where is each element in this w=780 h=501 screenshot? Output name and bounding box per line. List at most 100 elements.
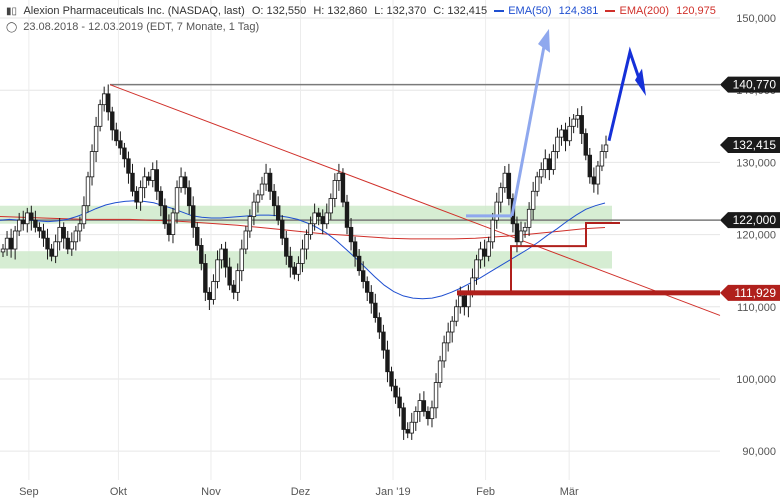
y-tick-label: 130,000 — [736, 157, 776, 169]
y-tick-label: 100,000 — [736, 374, 776, 386]
candle-up — [308, 223, 313, 235]
y-tick-label: 150,000 — [736, 13, 776, 25]
candle-up — [81, 205, 87, 225]
candle-down — [320, 216, 325, 225]
candle-up — [332, 180, 338, 199]
candle-up — [522, 226, 528, 232]
light-arrow-shaft — [510, 40, 547, 217]
candle-up — [251, 201, 257, 217]
candle-up — [490, 219, 495, 243]
candle-down — [199, 245, 204, 264]
candle-up — [502, 172, 508, 189]
x-tick-label: Mär — [560, 486, 579, 498]
candle-up — [571, 118, 576, 127]
candle-up — [539, 169, 544, 178]
candle-up — [138, 187, 143, 203]
descending-trendline — [109, 84, 721, 316]
support-zone — [0, 251, 612, 269]
candle-up — [437, 360, 443, 383]
candle-up — [247, 216, 253, 232]
candle-up — [73, 230, 79, 243]
candle-down — [8, 237, 14, 250]
candle-up — [486, 241, 491, 257]
chart-subheader: ◯ 23.08.2018 - 12.03.2019 (EDT, 7 Monate… — [6, 21, 259, 33]
instrument-title: Alexion Pharmaceuticals Inc. (NASDAQ, la… — [23, 5, 245, 17]
candle-down — [397, 396, 402, 409]
candle-up — [174, 187, 180, 214]
candle-up — [328, 198, 334, 214]
level-label-box — [720, 212, 780, 229]
candle-down — [33, 219, 38, 228]
level-label-text: 111,929 — [734, 286, 776, 300]
candle-down — [195, 226, 200, 246]
candle-up — [445, 331, 451, 344]
candle-down — [207, 291, 212, 300]
candle-up — [243, 230, 249, 250]
candle-down — [506, 172, 512, 199]
candle-up — [555, 136, 560, 152]
candlestick-icon: ▮▯ — [6, 6, 18, 17]
candle-down — [393, 385, 398, 398]
blue-arrow-path — [607, 46, 644, 142]
candle-down — [348, 226, 354, 243]
candle-down — [385, 349, 390, 373]
candle-down — [203, 263, 208, 293]
light-arrow-head — [538, 28, 550, 53]
level-label-text: 140,770 — [733, 78, 777, 92]
candle-up — [211, 281, 216, 300]
candle-down — [316, 212, 321, 217]
candle-down — [191, 205, 196, 228]
candle-down — [271, 190, 277, 207]
candle-down — [158, 190, 164, 207]
candle-down — [579, 115, 584, 134]
candle-down — [110, 111, 115, 131]
x-tick-label: Feb — [476, 486, 495, 498]
candle-up — [498, 187, 503, 203]
candle-down — [134, 190, 139, 203]
ema200-label: EMA(200) — [619, 5, 670, 17]
candle-up — [150, 169, 155, 181]
ema50-legend-swatch — [494, 10, 505, 13]
candle-up — [474, 259, 479, 279]
ema50-line — [0, 200, 606, 300]
candle-up — [336, 172, 342, 181]
candle-down — [462, 295, 467, 308]
open-value: O: 132,550 — [251, 5, 307, 17]
candle-up — [603, 144, 609, 152]
candle-down — [130, 172, 135, 192]
candle-down — [154, 169, 159, 192]
ema200-value: 120,975 — [676, 5, 716, 17]
candle-down — [425, 411, 431, 420]
candle-down — [292, 266, 297, 275]
candle-down — [373, 302, 378, 318]
candle-up — [219, 248, 224, 261]
candle-down — [587, 154, 593, 178]
x-tick-label: Okt — [110, 486, 127, 498]
candle-up — [296, 263, 301, 275]
candle-up — [458, 295, 463, 308]
candle-up — [324, 212, 329, 225]
candle-down — [29, 212, 34, 221]
chart-meta: (EDT, 7 Monate, 1 Tag) — [146, 21, 260, 33]
high-value: H: 132,860 — [313, 5, 368, 17]
candle-down — [352, 241, 358, 257]
candle-up — [0, 248, 6, 253]
candle-up — [413, 411, 418, 423]
candle-down — [401, 407, 406, 430]
level-label-box — [720, 76, 780, 93]
close-value: C: 132,415 — [433, 5, 488, 17]
candle-down — [186, 187, 192, 207]
candle-down — [381, 331, 386, 351]
candle-up — [559, 129, 564, 138]
candle-down — [284, 237, 289, 257]
candle-down — [106, 93, 111, 113]
candle-down — [231, 284, 236, 293]
chart-header: ▮▯ Alexion Pharmaceuticals Inc. (NASDAQ,… — [6, 5, 720, 17]
candle-up — [77, 223, 83, 232]
candle-down — [118, 140, 123, 149]
y-tick-label: 90,000 — [742, 446, 776, 458]
candle-down — [41, 230, 46, 239]
candle-up — [16, 219, 22, 232]
y-tick-label: 110,000 — [737, 302, 776, 314]
candle-down — [591, 176, 597, 185]
